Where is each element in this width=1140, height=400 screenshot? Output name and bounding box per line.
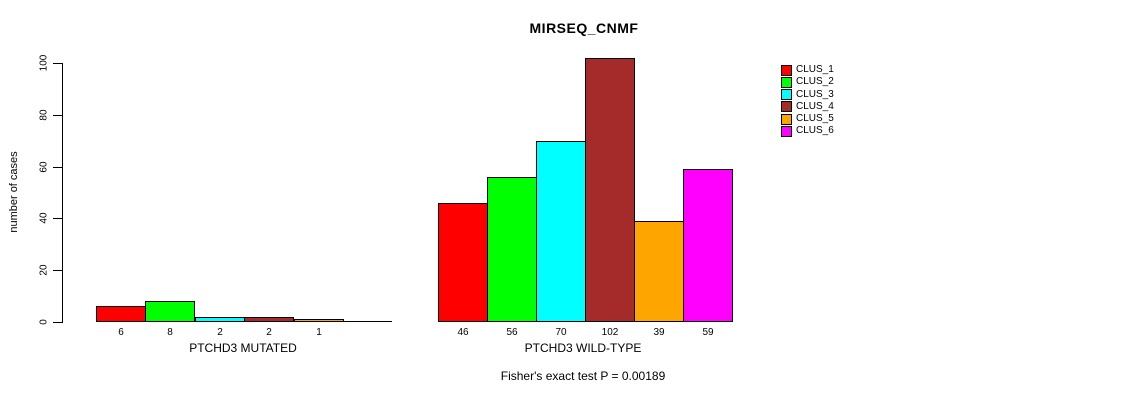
bar-clus_5 — [294, 319, 344, 322]
y-tick-label: 40 — [38, 212, 50, 224]
bar-clus_1 — [438, 203, 488, 322]
legend-swatch-icon — [781, 64, 792, 76]
bar-clus_5 — [634, 221, 684, 322]
legend-item: CLUS_1 — [781, 64, 834, 76]
legend-item-label: CLUS_2 — [796, 76, 834, 88]
bar-clus_2 — [487, 177, 537, 322]
y-tick-mark — [53, 218, 62, 219]
legend-swatch-icon — [781, 89, 792, 101]
fisher-test-annotation: Fisher's exact test P = 0.00189 — [500, 369, 666, 383]
bar-value-label: 56 — [506, 327, 518, 338]
legend-item: CLUS_4 — [781, 101, 834, 113]
legend-item-label: CLUS_3 — [796, 88, 834, 100]
legend-swatch-icon — [781, 101, 792, 113]
y-tick-label: 60 — [38, 161, 50, 173]
bar-value-label: 59 — [702, 327, 714, 338]
legend-swatch-icon — [781, 125, 792, 137]
legend-item-label: CLUS_4 — [796, 100, 834, 112]
bar-clus_3 — [195, 317, 245, 322]
bar-value-label: 1 — [316, 327, 322, 338]
bar-clus_4 — [244, 317, 294, 322]
bar-clus_1 — [96, 306, 146, 322]
y-tick-mark — [53, 115, 62, 116]
chart-title: MIRSEQ_CNMF — [529, 20, 639, 36]
bar-value-label: 6 — [118, 327, 124, 338]
y-tick-label: 0 — [38, 319, 50, 325]
bar-value-label: 2 — [266, 327, 272, 338]
y-tick-mark — [53, 63, 62, 64]
legend: CLUS_1 CLUS_2 CLUS_3 CLUS_4 CLUS_5 CLUS_6 — [781, 64, 834, 138]
legend-item: CLUS_3 — [781, 89, 834, 101]
bar-clus_6 — [683, 169, 733, 322]
bar-clus_2 — [145, 301, 195, 322]
legend-item: CLUS_6 — [781, 125, 834, 137]
legend-swatch-icon — [781, 113, 792, 125]
legend-item-label: CLUS_1 — [796, 64, 834, 75]
bar-clus_3 — [536, 141, 586, 322]
bar-value-label: 46 — [457, 327, 469, 338]
bar-value-label: 70 — [555, 327, 567, 338]
group-label-mutated: PTCHD3 MUTATED — [189, 341, 297, 355]
y-axis-label: number of cases — [8, 151, 20, 233]
bar-value-label: 8 — [167, 327, 173, 338]
y-tick-mark — [53, 322, 62, 323]
legend-swatch-icon — [781, 76, 792, 88]
bar-value-label: 102 — [601, 327, 619, 338]
legend-item-label: CLUS_6 — [796, 125, 834, 137]
legend-item-label: CLUS_5 — [796, 113, 834, 125]
y-tick-label: 100 — [38, 54, 50, 72]
bar-clus_4 — [585, 58, 635, 322]
y-tick-label: 20 — [38, 264, 50, 276]
y-tick-mark — [53, 167, 62, 168]
y-tick-mark — [53, 270, 62, 271]
group-label-wildtype: PTCHD3 WILD-TYPE — [524, 341, 642, 355]
legend-item: CLUS_5 — [781, 113, 834, 125]
y-axis-line — [62, 63, 63, 323]
bar-value-label: 2 — [217, 327, 223, 338]
legend-item: CLUS_2 — [781, 76, 834, 88]
bar-value-label: 39 — [653, 327, 665, 338]
y-tick-label: 80 — [38, 109, 50, 121]
